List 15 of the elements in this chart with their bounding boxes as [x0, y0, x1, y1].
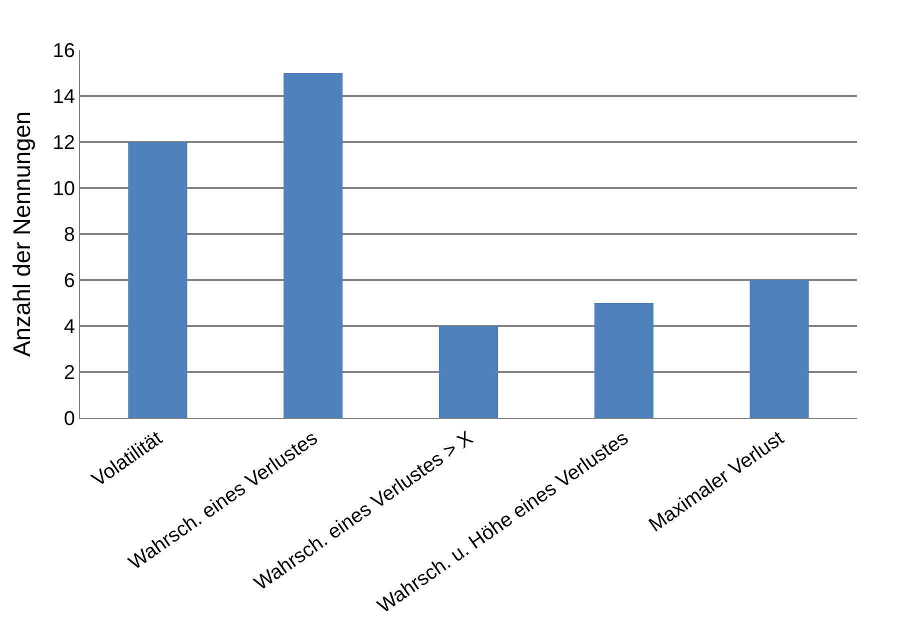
bar [750, 280, 809, 418]
bar [438, 326, 498, 418]
y-tick-label: 2 [64, 362, 75, 384]
y-tick-label: 0 [64, 408, 75, 430]
bar [284, 73, 343, 418]
y-tick-label: 12 [52, 132, 75, 154]
y-tick-label: 10 [52, 178, 75, 200]
bar [594, 303, 654, 418]
y-axis-title: Anzahl der Nennungen [8, 111, 36, 357]
y-tick-label: 14 [52, 86, 75, 108]
y-tick-label: 8 [64, 224, 75, 246]
y-tick-label: 4 [64, 316, 75, 338]
y-tick-label: 16 [52, 40, 75, 62]
bar [128, 142, 188, 418]
y-tick-label: 6 [64, 270, 75, 292]
